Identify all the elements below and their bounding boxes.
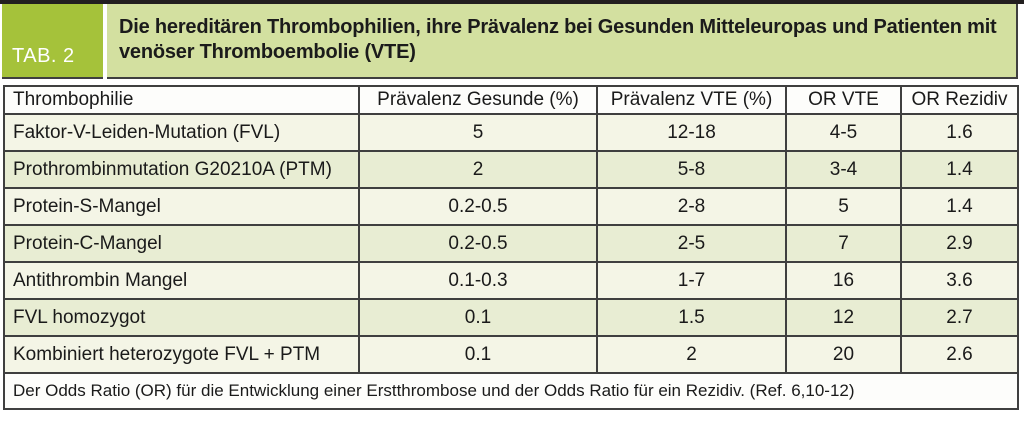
- data-cell: 3.6: [900, 261, 1019, 300]
- data-cell: 2-8: [596, 187, 787, 226]
- table-footnote-row: Der Odds Ratio (OR) für die Entwicklung …: [3, 372, 1019, 410]
- data-cell: 0.2-0.5: [358, 224, 598, 263]
- data-cell: 2.7: [900, 298, 1019, 337]
- table-row: Protein-C-Mangel 0.2-0.5 2-5 7 2.9: [3, 224, 1019, 263]
- data-cell: 20: [785, 335, 902, 374]
- table-row: Antithrombin Mangel 0.1-0.3 1-7 16 3.6: [3, 261, 1019, 300]
- data-cell: 1.6: [900, 113, 1019, 152]
- column-header: OR Rezidiv: [900, 85, 1019, 115]
- data-cell: 2.9: [900, 224, 1019, 263]
- data-cell: 3-4: [785, 150, 902, 189]
- table-row: FVL homozygot 0.1 1.5 12 2.7: [3, 298, 1019, 337]
- data-cell: Protein-S-Mangel: [3, 187, 360, 226]
- data-cell: 5: [358, 113, 598, 152]
- table-row: Prothrombinmutation G20210A (PTM) 2 5-8 …: [3, 150, 1019, 189]
- data-cell: 2.6: [900, 335, 1019, 374]
- table-title-box: Die hereditären Thrombophilien, ihre Prä…: [107, 4, 1018, 79]
- thrombophilia-table: Thrombophilie Prävalenz Gesunde (%) Präv…: [3, 85, 1019, 410]
- data-cell: 1-7: [596, 261, 787, 300]
- column-header: Thrombophilie: [3, 85, 360, 115]
- data-cell: 2: [358, 150, 598, 189]
- data-cell: 7: [785, 224, 902, 263]
- data-cell: Antithrombin Mangel: [3, 261, 360, 300]
- data-cell: 5: [785, 187, 902, 226]
- table-header-band: TAB. 2 Die hereditären Thrombophilien, i…: [2, 4, 1018, 79]
- data-cell: Protein-C-Mangel: [3, 224, 360, 263]
- data-cell: 4-5: [785, 113, 902, 152]
- data-cell: 0.2-0.5: [358, 187, 598, 226]
- data-cell: 2-5: [596, 224, 787, 263]
- footnote-text: Der Odds Ratio (OR) für die Entwicklung …: [3, 372, 1019, 410]
- data-cell: 1.5: [596, 298, 787, 337]
- data-cell: 16: [785, 261, 902, 300]
- data-cell: Kombiniert heterozygote FVL + PTM: [3, 335, 360, 374]
- data-cell: 12: [785, 298, 902, 337]
- data-cell: 1.4: [900, 150, 1019, 189]
- data-cell: FVL homozygot: [3, 298, 360, 337]
- data-cell: 12-18: [596, 113, 787, 152]
- data-cell: 2: [596, 335, 787, 374]
- top-rule: [0, 0, 1024, 4]
- column-header: OR VTE: [785, 85, 902, 115]
- data-cell: Faktor-V-Leiden-Mutation (FVL): [3, 113, 360, 152]
- data-cell: 0.1: [358, 298, 598, 337]
- data-cell: 0.1: [358, 335, 598, 374]
- data-cell: 5-8: [596, 150, 787, 189]
- table-row: Kombiniert heterozygote FVL + PTM 0.1 2 …: [3, 335, 1019, 374]
- column-header: Prävalenz VTE (%): [596, 85, 787, 115]
- tab-number-label: TAB. 2: [12, 45, 75, 67]
- tab-number-box: TAB. 2: [2, 4, 103, 79]
- band-gap: [103, 4, 107, 79]
- data-cell: 1.4: [900, 187, 1019, 226]
- table-row: Protein-S-Mangel 0.2-0.5 2-8 5 1.4: [3, 187, 1019, 226]
- table-title: Die hereditären Thrombophilien, ihre Prä…: [119, 15, 997, 63]
- data-cell: 0.1-0.3: [358, 261, 598, 300]
- column-header: Prävalenz Gesunde (%): [358, 85, 598, 115]
- data-cell: Prothrombinmutation G20210A (PTM): [3, 150, 360, 189]
- table-row: Faktor-V-Leiden-Mutation (FVL) 5 12-18 4…: [3, 113, 1019, 152]
- table-header-row: Thrombophilie Prävalenz Gesunde (%) Präv…: [3, 85, 1019, 115]
